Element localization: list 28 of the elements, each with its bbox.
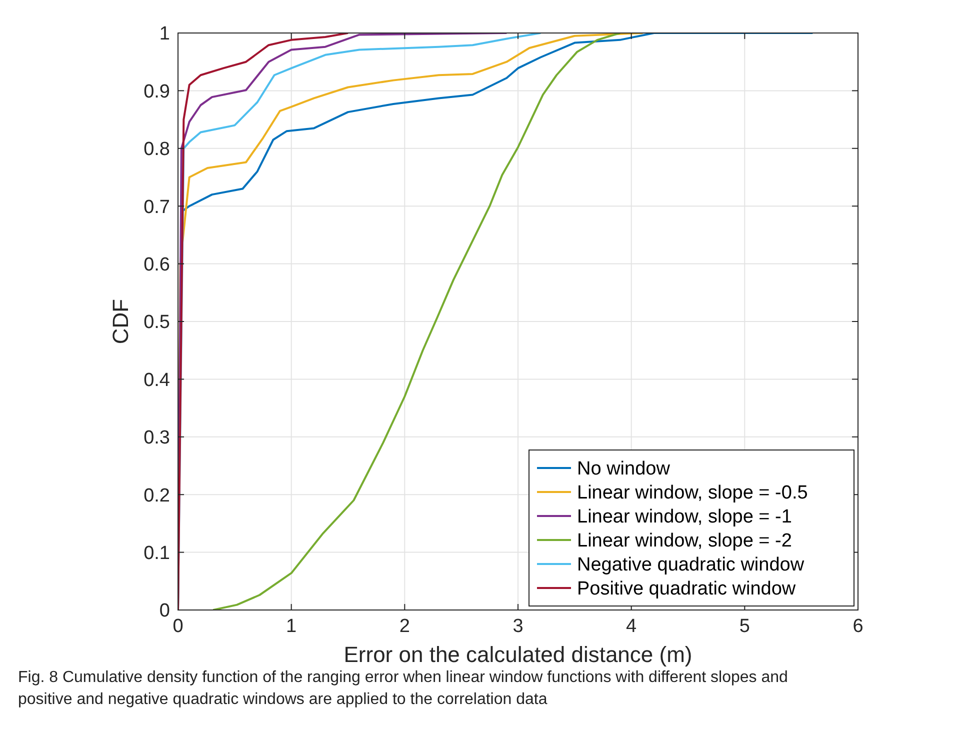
x-tick-label: 1 — [286, 616, 297, 637]
y-tick-label: 0.4 — [144, 370, 170, 391]
line-series — [178, 33, 349, 610]
x-tick-label: 5 — [739, 616, 750, 637]
y-tick-label: 0.9 — [144, 81, 170, 102]
y-tick-label: 0.5 — [144, 312, 170, 334]
legend-label: No window — [577, 458, 670, 480]
x-tick-label: 6 — [852, 616, 864, 637]
x-tick-label: 0 — [172, 616, 184, 637]
legend-label: Linear window, slope = -0.5 — [577, 482, 808, 504]
y-tick-label: 1 — [159, 24, 170, 45]
y-tick-label: 0.1 — [144, 542, 170, 564]
x-tick-label: 4 — [626, 616, 638, 637]
legend-label: Positive quadratic window — [577, 578, 796, 600]
y-tick-label: 0.6 — [144, 254, 170, 276]
legend-label: Negative quadratic window — [577, 554, 804, 576]
y-tick-label: 0.8 — [144, 139, 170, 160]
x-axis-title: Error on the calculated distance (m) — [344, 642, 692, 667]
y-axis-title: CDF — [108, 298, 133, 344]
legend-label: Linear window, slope = -1 — [577, 506, 792, 528]
caption: Fig. 8 Cumulative density function of the ranging error when linear window functions with different slopes and positive and negative quadratic windows are applied to the correlation data — [18, 669, 788, 708]
legend-label: Linear window, slope = -2 — [577, 530, 792, 552]
x-tick-label: 2 — [399, 616, 410, 637]
y-tick-label: 0.7 — [144, 196, 170, 218]
y-tick-label: 0.3 — [144, 428, 170, 449]
y-tick-label: 0.2 — [144, 485, 170, 506]
y-tick-label: 0 — [159, 600, 170, 622]
x-tick-label: 3 — [512, 616, 524, 637]
